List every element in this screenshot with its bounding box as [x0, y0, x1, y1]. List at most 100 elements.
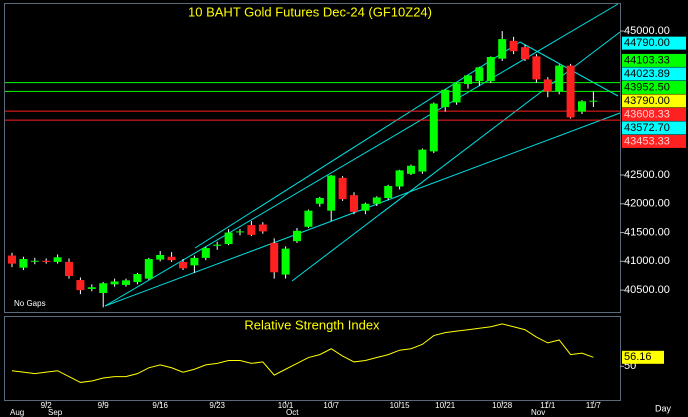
price-panel	[4, 3, 621, 313]
level-box	[622, 80, 686, 94]
candle-body	[87, 287, 96, 289]
rsi-line	[11, 323, 594, 383]
rsi-label: 56.16	[624, 351, 652, 363]
level-label: 44103.33	[624, 54, 670, 66]
candle-body	[304, 210, 313, 227]
level-box	[622, 121, 686, 135]
x-tick-label: 9/16	[152, 401, 168, 410]
candle-body	[144, 259, 153, 279]
x-tick-label: 10/1	[278, 401, 294, 410]
candle-body	[258, 224, 267, 232]
x-tick-label: 9/23	[209, 401, 225, 410]
candle-body	[361, 203, 370, 211]
y-tick-label: 42500.00	[624, 169, 670, 181]
level-label: 44023.89	[624, 68, 670, 80]
y-tick-label: 41000.00	[624, 255, 670, 267]
chart-title: 10 BAHT Gold Futures Dec-24 (GF10Z24)	[188, 4, 432, 19]
candle-body	[509, 40, 518, 52]
candle-body	[42, 260, 51, 262]
level-box	[622, 134, 686, 148]
y-tick-label: 45000.00	[624, 25, 670, 37]
candle-body	[19, 259, 28, 268]
rsi-title: Relative Strength Index	[244, 317, 380, 332]
candle-body	[270, 242, 279, 273]
candle-body	[498, 39, 507, 59]
candle-body	[418, 149, 427, 172]
candle-body	[532, 56, 541, 80]
candle-body	[213, 244, 222, 246]
x-tick-label: 10/21	[435, 401, 456, 410]
level-box	[622, 107, 686, 121]
candle-body	[65, 261, 73, 277]
candle-body	[156, 255, 165, 260]
candle-body	[543, 79, 552, 92]
level-label: 43608.33	[624, 108, 670, 120]
annotation: No Gaps	[14, 299, 46, 308]
candle-body	[464, 75, 472, 85]
candle-body	[133, 274, 142, 283]
candle-body	[179, 261, 187, 269]
level-label: 44790.00	[624, 37, 670, 49]
x-tick-label: 11/1	[540, 401, 556, 410]
level-box	[622, 36, 686, 50]
candle-body	[407, 165, 415, 174]
candle-body	[76, 280, 85, 291]
level-box	[622, 67, 686, 81]
candle-body	[122, 280, 130, 285]
candle-body	[8, 255, 16, 264]
x-unit: Day	[655, 403, 672, 413]
level-label: 43790.00	[624, 95, 670, 107]
rsi-panel	[4, 316, 621, 401]
candle-body	[224, 232, 233, 245]
level-label: 43952.50	[624, 81, 670, 93]
candle-body	[110, 281, 119, 285]
x-tick-label: 10/28	[492, 401, 513, 410]
candle-body	[578, 101, 586, 112]
trend-line	[104, 3, 619, 307]
x-tick-label: 9/2	[41, 401, 53, 410]
rsi-box	[622, 350, 664, 364]
candle-body	[372, 197, 381, 204]
candle-body	[99, 283, 108, 294]
x-tick-label: 9/9	[98, 401, 110, 410]
y-tick-label: 42000.00	[624, 198, 670, 210]
candle-body	[429, 103, 438, 152]
candle-body	[190, 257, 199, 266]
candle-body	[201, 248, 210, 258]
candle-body	[293, 230, 301, 242]
level-label: 43572.70	[624, 122, 670, 134]
trend-line	[291, 31, 621, 282]
candle-body	[53, 257, 62, 262]
level-box	[622, 53, 686, 67]
candle-body	[566, 65, 575, 118]
candle-body	[589, 100, 598, 102]
y-tick-label: 41500.00	[624, 226, 670, 238]
month-label: Nov	[531, 408, 545, 417]
month-label: Oct	[286, 408, 299, 417]
level-label: 43453.33	[624, 135, 670, 147]
candle-body	[247, 225, 256, 235]
candle-body	[350, 195, 358, 212]
candle-body	[441, 89, 450, 108]
candle-body	[395, 170, 404, 187]
month-label: Sep	[48, 408, 63, 417]
candle-body	[338, 177, 347, 200]
candle-body	[475, 67, 484, 82]
x-tick-label: 10/15	[390, 401, 411, 410]
level-box	[622, 94, 686, 108]
candle-body	[281, 248, 290, 275]
candle-body	[167, 256, 176, 261]
candle-body	[315, 198, 324, 204]
candle-body	[30, 260, 39, 262]
x-tick-label: 10/7	[323, 401, 339, 410]
candle-body	[384, 185, 393, 199]
candle-body	[327, 175, 336, 211]
y-tick-label: 40500.00	[624, 284, 670, 296]
candle-body	[236, 231, 244, 233]
candle-body	[521, 47, 529, 60]
candle-body	[452, 83, 461, 103]
month-label: Aug	[10, 408, 24, 417]
x-tick-label: 11/7	[586, 401, 602, 410]
candle-body	[486, 56, 495, 82]
